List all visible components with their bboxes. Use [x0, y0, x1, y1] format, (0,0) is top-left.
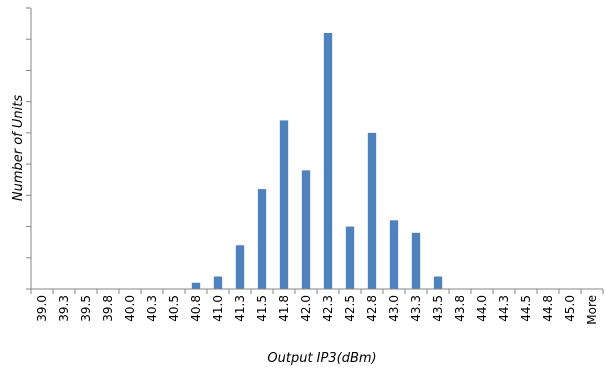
x-tick-label: 43.3 [409, 295, 423, 322]
x-tick-label: 45.0 [563, 295, 577, 322]
x-tick-label: 44.5 [519, 295, 533, 322]
bar-41.0 [213, 276, 223, 289]
x-tick-labels: 39.0 39.3 39.5 39.8 40.0 40.3 40.5 40.8 41.0 41.3… [35, 295, 599, 325]
x-tick-label: 44.8 [541, 295, 555, 322]
x-tick-label: More [585, 295, 599, 325]
x-tick-label: 40.0 [123, 295, 137, 322]
x-tick-label: 39.0 [35, 295, 49, 322]
bar-42.0 [301, 170, 311, 289]
x-tick-label: 42.5 [343, 295, 357, 322]
bar-40.8 [191, 282, 201, 289]
bar-41.5 [257, 189, 267, 289]
bar-43.0 [389, 220, 399, 289]
bar-41.8 [279, 120, 289, 290]
bar-42.3 [323, 32, 333, 289]
x-tick-label: 44.0 [475, 295, 489, 322]
x-tick-label: 39.5 [79, 295, 93, 322]
x-tick-label: 41.5 [255, 295, 269, 322]
x-tick-label: 43.0 [387, 295, 401, 322]
x-tick-label: 40.5 [167, 295, 181, 322]
y-axis-ticks [26, 7, 31, 290]
x-tick-label: 41.3 [233, 295, 247, 322]
x-axis-title: Output IP3(dBm) [267, 351, 376, 366]
x-tick-label: 42.3 [321, 295, 335, 322]
x-tick-label: 41.0 [211, 295, 225, 322]
bar-43.3 [411, 232, 421, 289]
x-axis-ticks [30, 289, 604, 294]
x-tick-label: 43.5 [431, 295, 445, 322]
x-tick-label: 42.8 [365, 295, 379, 322]
x-tick-label: 42.0 [299, 295, 313, 322]
bar-42.5 [345, 226, 355, 289]
x-tick-label: 40.3 [145, 295, 159, 322]
x-tick-label: 44.3 [497, 295, 511, 322]
x-tick-label: 40.8 [189, 295, 203, 322]
x-tick-label: 39.3 [57, 295, 71, 322]
bar-42.8 [367, 132, 377, 289]
x-tick-label: 41.8 [277, 295, 291, 322]
chart-marks [191, 32, 443, 290]
y-axis-title: Number of Units [11, 95, 26, 201]
bar-43.5 [433, 276, 443, 289]
x-tick-label: 43.8 [453, 295, 467, 322]
bar-41.3 [235, 245, 245, 289]
x-tick-label: 39.8 [101, 295, 115, 322]
